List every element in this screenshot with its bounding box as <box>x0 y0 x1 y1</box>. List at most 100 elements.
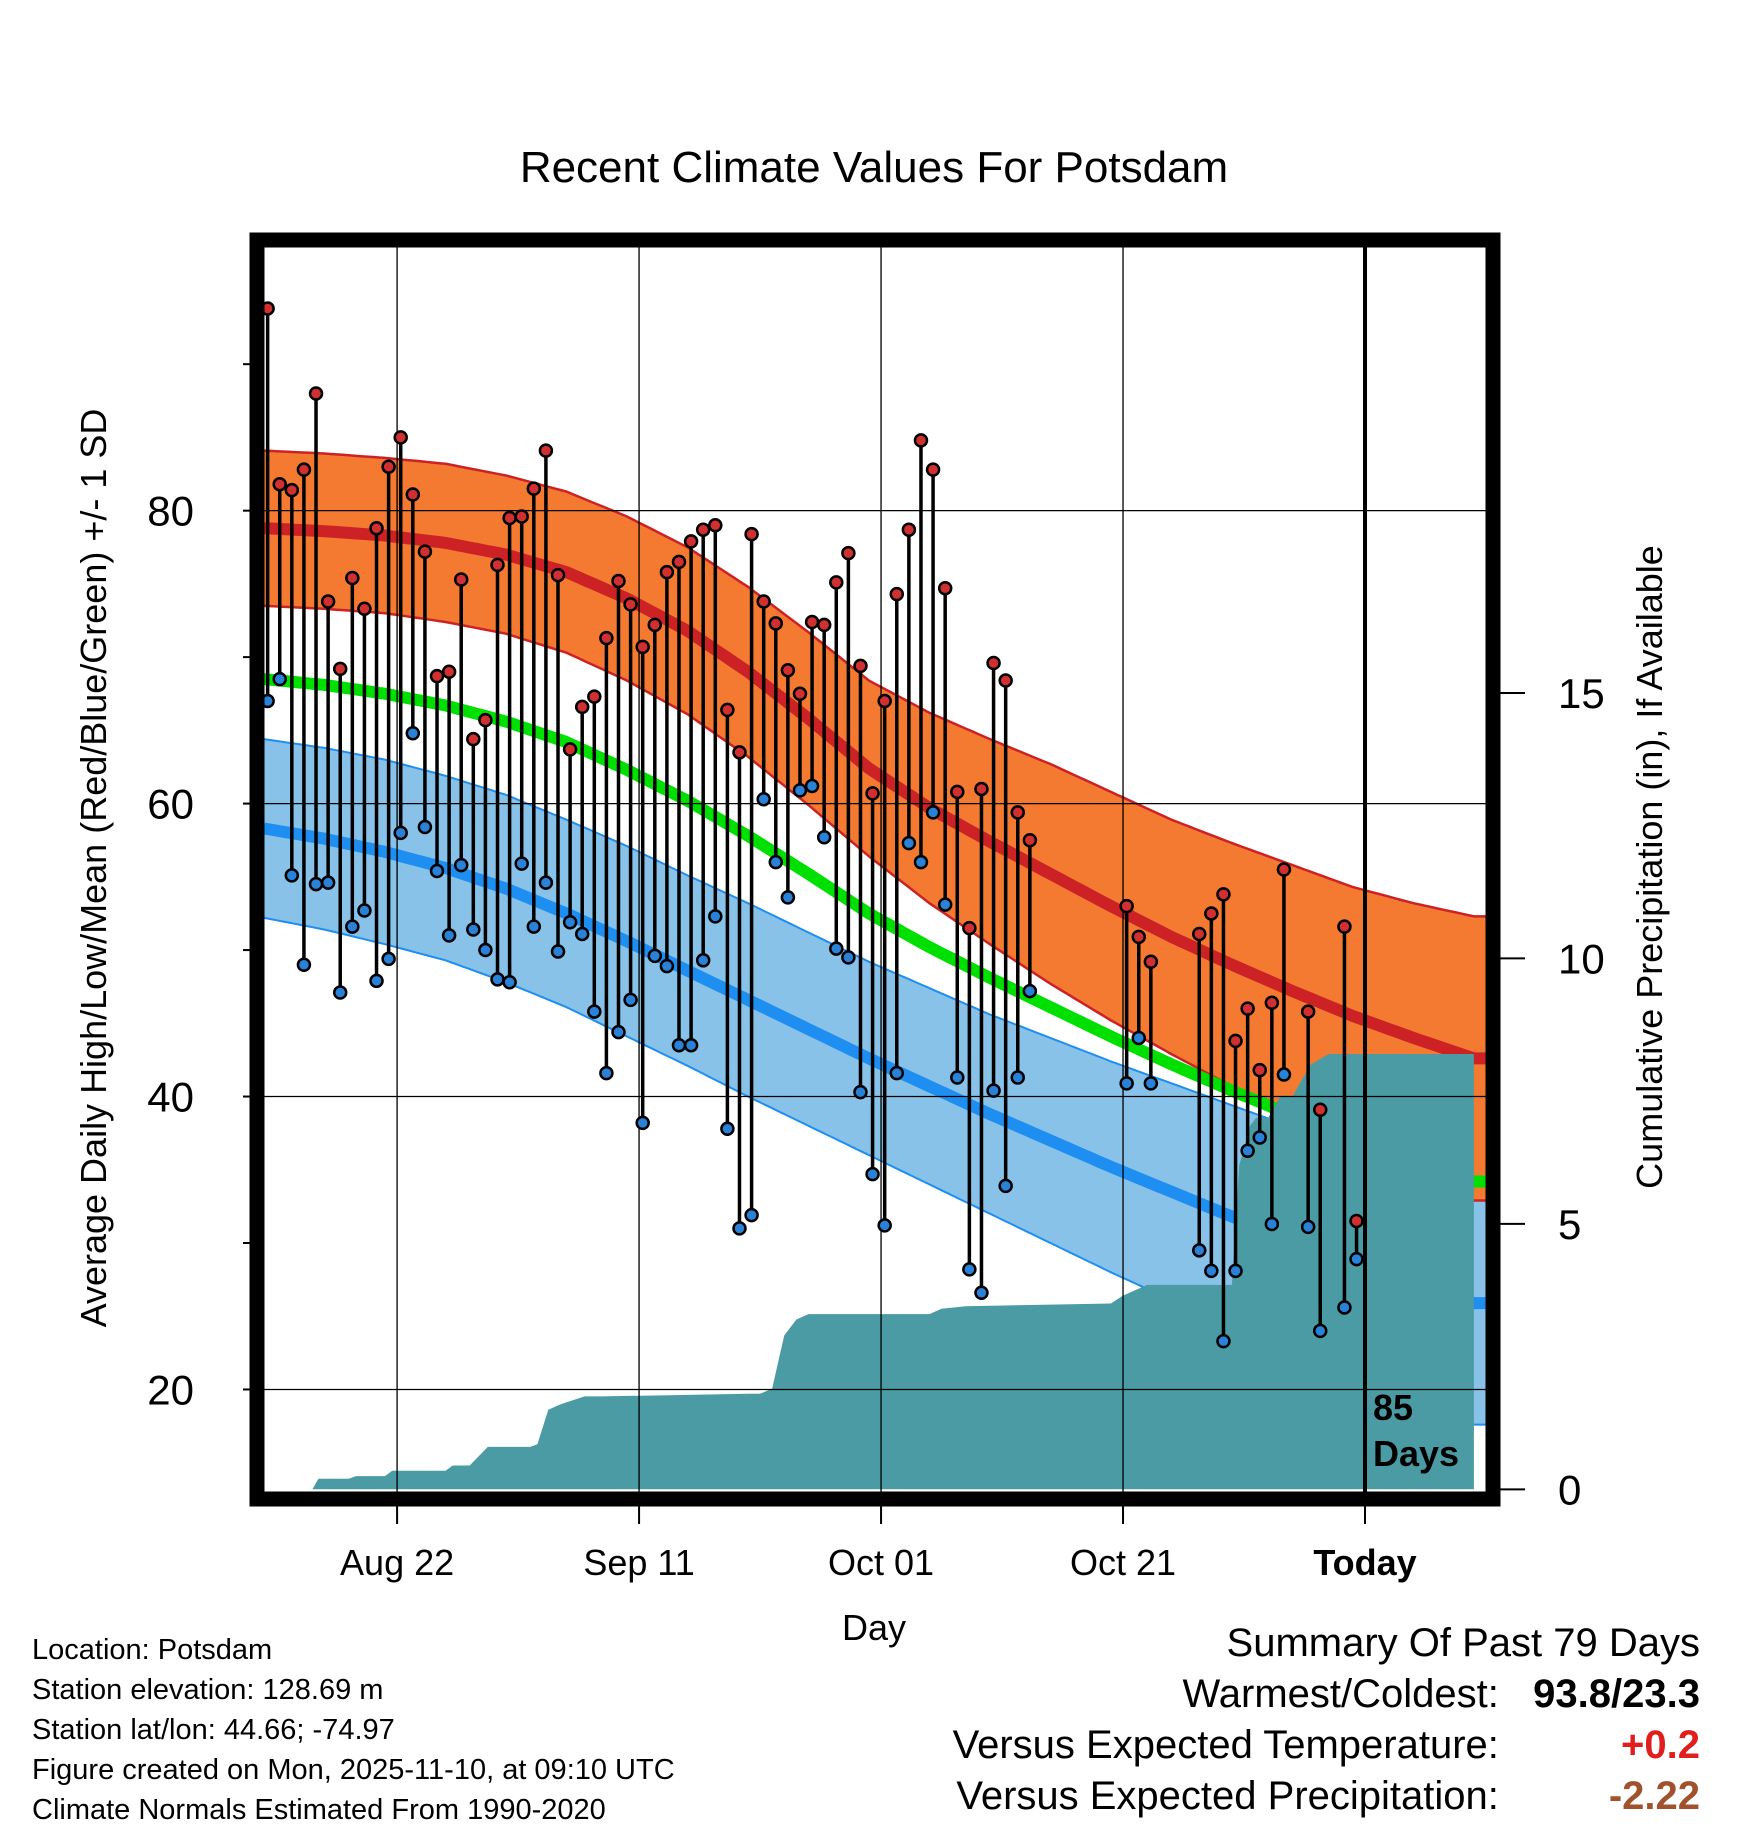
daily-low-point <box>308 876 324 892</box>
daily-high-point <box>780 663 796 678</box>
daily-low-point <box>635 1115 650 1131</box>
axis-labels: 20 40 60 80 0 5 10 15 Aug 22 Sep 11 Oct 01 Oct 21 To… <box>73 409 1670 1648</box>
daily-high-point <box>550 567 566 583</box>
warmest-value: 93.8/23.3 <box>1533 1672 1700 1716</box>
daily-low-point <box>1312 1323 1328 1339</box>
daily-low-point <box>695 953 711 968</box>
daily-low-point <box>768 854 784 870</box>
daily-low-point <box>264 693 275 709</box>
daily-low-point <box>1022 983 1038 999</box>
daily-high-point <box>611 573 626 589</box>
daily-high-point <box>381 459 396 474</box>
daily-low-point <box>1119 1076 1134 1091</box>
summary-panel: Summary Of Past 79 Days Warmest/Coldest:… <box>953 1618 1700 1822</box>
daily-high-point <box>792 686 808 701</box>
daily-low-point <box>865 1166 880 1182</box>
daily-high-point <box>320 594 336 609</box>
daily-low-point <box>913 854 929 870</box>
summary-warmest-row: Warmest/Coldest: 93.8/23.3 <box>953 1669 1701 1720</box>
daily-high-point <box>308 386 324 401</box>
daily-low-point <box>514 856 529 871</box>
daily-high-point <box>441 664 457 680</box>
figure-created: Figure created on Mon, 2025-11-10, at 09… <box>32 1754 675 1786</box>
station-location: Location: Potsdam <box>32 1634 273 1666</box>
daily-low-point <box>393 825 408 841</box>
daily-low-point <box>1252 1130 1267 1145</box>
daily-high-point <box>708 518 723 533</box>
daily-high-point <box>1022 832 1038 848</box>
daily-high-point <box>296 462 312 477</box>
daily-high-point <box>635 639 650 655</box>
daily-high-point <box>695 522 711 537</box>
daily-high-point <box>901 522 917 537</box>
daily-high-point <box>1216 887 1231 902</box>
daily-low-point <box>889 1065 905 1081</box>
precip-value: -2.22 <box>1608 1774 1700 1818</box>
days-count-label: 85 <box>1373 1387 1413 1428</box>
daily-low-point <box>345 919 360 934</box>
daily-high-point <box>974 781 989 797</box>
daily-high-point <box>925 462 941 477</box>
days-word-label: Days <box>1373 1433 1459 1474</box>
daily-low-point <box>1228 1263 1243 1279</box>
daily-high-point <box>1276 862 1292 877</box>
precip-area <box>264 1054 1474 1490</box>
daily-high-point <box>962 920 977 936</box>
daily-high-point <box>453 572 469 587</box>
warmest-label: Warmest/Coldest: <box>1182 1672 1499 1716</box>
y2-tick-label: 5 <box>1558 1201 1581 1248</box>
daily-low-point <box>381 951 396 967</box>
summary-temp-row: Versus Expected Temperature: +0.2 <box>953 1720 1700 1771</box>
daily-low-point <box>357 903 372 918</box>
x-tick-label: Sep 11 <box>583 1542 694 1583</box>
daily-low-point <box>1337 1300 1352 1315</box>
daily-high-point <box>744 526 759 542</box>
daily-low-point <box>780 890 796 905</box>
summary-precip-row: Versus Expected Precipitation: -2.22 <box>953 1771 1700 1822</box>
daily-high-point <box>538 443 554 458</box>
y-tick-label: 20 <box>147 1366 194 1413</box>
daily-high-point <box>1337 919 1352 934</box>
daily-low-point <box>1240 1143 1255 1158</box>
daily-low-point <box>877 1218 892 1233</box>
daily-low-point <box>417 819 433 835</box>
daily-high-point <box>357 601 372 617</box>
daily-low-point <box>647 948 663 964</box>
daily-low-point <box>296 957 312 972</box>
daily-high-point <box>1119 898 1134 914</box>
daily-high-point <box>466 731 481 747</box>
y2-axis-title: Cumulative Precipitation (in), If Availa… <box>1629 545 1670 1189</box>
daily-low-point <box>744 1207 759 1223</box>
daily-low-point <box>853 1084 868 1100</box>
daily-low-point <box>1204 1263 1219 1279</box>
station-latlon: Station lat/lon: 44.66; -74.97 <box>32 1714 395 1746</box>
temp-value: +0.2 <box>1621 1723 1700 1767</box>
daily-high-point <box>950 784 965 800</box>
daily-low-point <box>587 1004 602 1019</box>
daily-low-point <box>574 926 590 942</box>
daily-high-point <box>1010 805 1026 820</box>
daily-low-point <box>1216 1333 1231 1349</box>
daily-high-point <box>623 597 638 612</box>
daily-low-point <box>792 783 808 798</box>
plot-frame <box>249 232 1501 1507</box>
daily-high-point <box>865 786 880 801</box>
daily-high-point <box>405 487 421 502</box>
daily-low-point <box>937 897 953 912</box>
daily-low-point <box>732 1221 747 1236</box>
y-tick-label: 80 <box>147 488 194 535</box>
daily-high-point <box>816 617 832 633</box>
daily-low-point <box>974 1285 989 1301</box>
daily-high-point <box>587 689 602 704</box>
daily-high-point <box>671 554 687 570</box>
daily-high-point <box>574 699 590 715</box>
daily-low-point <box>1276 1067 1292 1082</box>
daily-high-point <box>732 745 747 760</box>
daily-high-point <box>272 477 287 492</box>
daily-high-point <box>720 702 735 718</box>
daily-high-point <box>1228 1033 1243 1049</box>
daily-high-point <box>829 575 844 590</box>
daily-high-point <box>514 509 529 524</box>
daily-high-point <box>768 616 784 631</box>
precip-label: Versus Expected Precipitation: <box>956 1774 1499 1818</box>
